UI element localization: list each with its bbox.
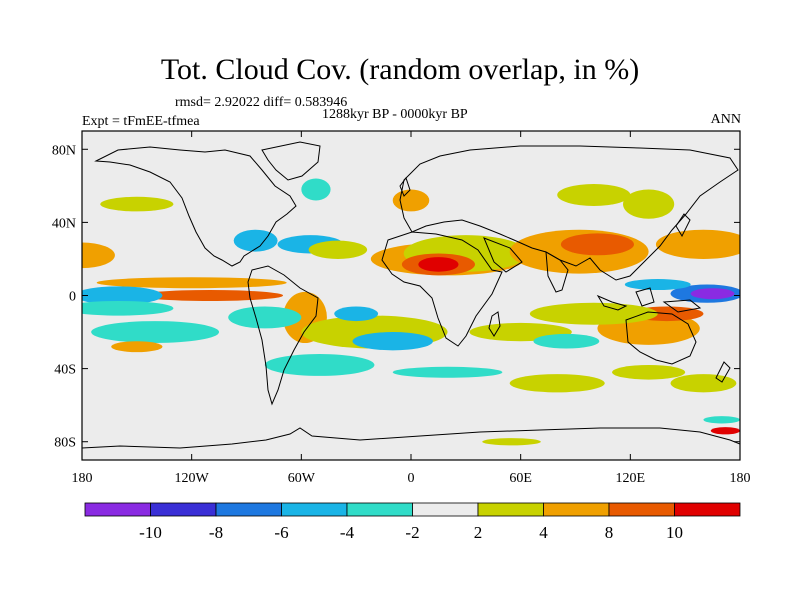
anomaly-region	[308, 240, 368, 259]
anomaly-region	[557, 184, 631, 206]
x-tick-label: 0	[408, 471, 415, 486]
anomaly-region	[136, 290, 284, 301]
colorbar	[84, 502, 741, 517]
colorbar-label: -4	[340, 523, 355, 542]
experiment-label: Expt = tFmEE-tfmea	[82, 114, 200, 129]
y-axis: 80N 40N 0 40S 80S	[52, 143, 740, 451]
anomaly-region	[233, 229, 278, 252]
colorbar-label: -6	[274, 523, 288, 542]
x-tick-label: 120W	[175, 471, 210, 486]
period-text: 1288kyr BP - 0000kyr BP	[322, 107, 468, 122]
anomaly-region	[655, 229, 740, 259]
colorbar-swatch	[346, 502, 413, 517]
y-tick-label: 0	[69, 290, 76, 305]
anomaly-region	[82, 286, 163, 305]
coastline-japan	[675, 213, 691, 238]
anomaly-region	[111, 341, 163, 353]
stats-text: rmsd= 2.92022 diff= 0.583946	[175, 95, 348, 110]
map-title: Tot. Cloud Cov. (random overlap, in %)	[160, 53, 640, 86]
coastline-borneo	[635, 287, 655, 307]
colorbar-label: -2	[405, 523, 419, 542]
coastline-indonesia	[596, 294, 628, 311]
anomaly-region	[392, 366, 503, 378]
colorbar-swatch	[477, 502, 544, 517]
anomaly-region	[623, 189, 675, 219]
coastline-madagascar	[488, 311, 501, 337]
colorbar-labels: -10 -8 -6 -4 -2 2 4 8 10	[139, 523, 683, 542]
coastlines	[82, 141, 740, 449]
anomaly-region	[96, 277, 287, 289]
anomaly-region	[352, 332, 433, 351]
coastline-british-isles	[399, 176, 411, 197]
colorbar-label: -8	[209, 523, 223, 542]
colorbar-swatch	[84, 502, 151, 517]
colorbar-swatch	[608, 502, 675, 517]
colorbar-label: 2	[474, 523, 483, 542]
colorbar-label: -10	[139, 523, 162, 542]
anomaly-region	[509, 374, 605, 393]
coastline-south-america	[247, 265, 319, 406]
colorbar-swatch	[281, 502, 348, 517]
anomaly-region	[264, 353, 375, 376]
season-label: ANN	[710, 112, 741, 127]
colorbar-swatch	[674, 502, 741, 517]
coastline-antarctica	[82, 427, 740, 449]
anomaly-region	[560, 233, 634, 256]
anomaly-region	[482, 438, 541, 446]
x-tick-label: 120E	[616, 471, 646, 486]
colorbar-swatch	[412, 502, 479, 517]
colorbar-swatch	[543, 502, 610, 517]
anomaly-region	[82, 300, 174, 316]
anomaly-region	[301, 178, 331, 201]
coastline-greenland	[261, 141, 321, 181]
coastline-eurasia	[399, 145, 739, 281]
colorbar-swatch	[150, 502, 217, 517]
anomaly-region	[533, 333, 600, 349]
coastline-arabia	[483, 237, 523, 273]
anomaly-region	[703, 416, 740, 424]
anomaly-region	[392, 189, 430, 212]
anomaly-region	[690, 288, 735, 300]
coastline-australia	[625, 311, 697, 365]
coastline-africa	[381, 231, 503, 347]
anomaly-region	[334, 306, 379, 322]
x-axis: 180 120W 60W 0 60E 120E 180	[72, 131, 751, 486]
anomaly-region	[624, 279, 691, 291]
y-tick-label: 80S	[54, 436, 76, 451]
coastline-india	[545, 251, 569, 293]
anomaly-region	[529, 302, 658, 325]
y-tick-label: 40S	[54, 363, 76, 378]
y-tick-label: 80N	[52, 143, 76, 158]
coastline-new-zealand	[715, 361, 731, 383]
colorbar-label: 10	[666, 523, 683, 542]
anomaly-region	[418, 257, 459, 272]
x-tick-label: 60E	[509, 471, 532, 486]
x-tick-label: 180	[730, 471, 751, 486]
colorbar-label: 4	[539, 523, 548, 542]
colorbar-label: 8	[605, 523, 614, 542]
coastline-north-america	[94, 146, 297, 267]
x-tick-label: 60W	[288, 471, 316, 486]
coastline-new-guinea	[662, 299, 702, 313]
anomaly-region	[612, 364, 686, 380]
anomaly-region	[228, 306, 302, 329]
x-tick-label: 180	[72, 471, 93, 486]
anomaly-region	[100, 196, 174, 212]
anomaly-region	[82, 242, 115, 269]
colorbar-swatch	[215, 502, 282, 517]
anomaly-region	[91, 321, 220, 344]
y-tick-label: 40N	[52, 216, 76, 231]
anomaly-region	[710, 427, 740, 435]
anomaly-field	[82, 178, 740, 446]
anomaly-region	[670, 374, 737, 393]
